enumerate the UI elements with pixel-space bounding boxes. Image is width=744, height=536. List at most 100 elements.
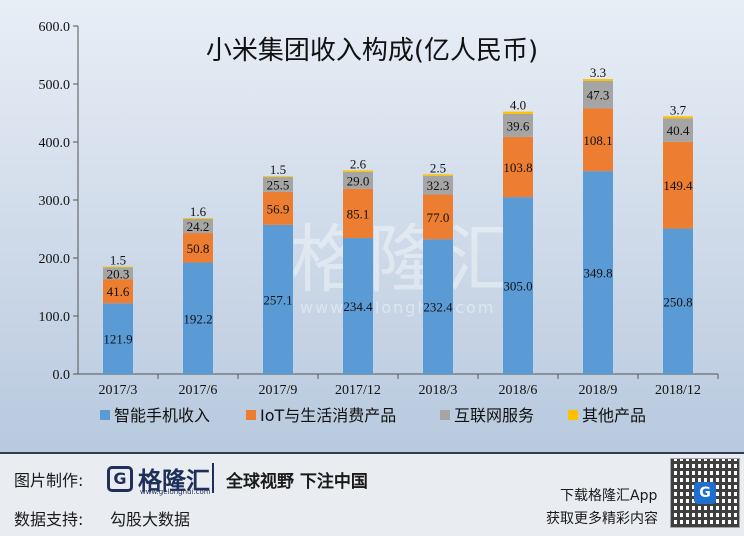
bar-segment [103,279,133,304]
bar-segment [583,171,613,374]
bar-segment [503,111,533,114]
bar-segment [343,170,373,172]
bar-segment [103,303,133,374]
bar-segment [503,136,533,198]
data-label: 121.9 [103,332,132,347]
footer-divider [212,463,214,493]
bar-segment [343,188,373,239]
bar-segment [343,238,373,374]
x-tick-label: 2017/3 [99,383,138,398]
more-content-text: 获取更多精彩内容 [546,511,658,527]
bar-segment [663,118,693,142]
made-by-label: 图片制作: [14,471,84,490]
data-label: 234.4 [343,299,373,314]
data-label: 41.6 [107,284,130,299]
bar-segment [583,80,613,109]
y-tick-label: 300.0 [39,194,71,209]
bar-segment [503,113,533,137]
x-tick-label: 2018/12 [655,383,701,398]
y-tick-label: 400.0 [39,136,71,151]
qr-code-icon[interactable] [670,458,740,528]
y-tick-label: 0.0 [53,368,71,383]
data-label: 349.8 [583,266,612,281]
bar-segment [183,233,213,263]
data-label: 4.0 [510,98,526,113]
legend-label: IoT与生活消费产品 [260,406,396,425]
bar-segment [343,171,373,189]
data-label: 1.5 [110,253,126,268]
data-label: 1.6 [190,204,207,219]
data-label: 305.0 [503,279,532,294]
qr-badge-icon: G [694,482,716,504]
data-label: 29.0 [347,173,370,188]
bar-segment [583,108,613,172]
bar-segment [583,79,613,81]
bar-segment [183,219,213,234]
bar-segment [103,266,133,268]
data-support-value: 勾股大数据 [110,510,191,529]
legend-swatch [440,410,450,420]
bar-segment [183,218,213,220]
data-label: 24.2 [187,219,210,234]
y-tick-label: 100.0 [39,310,71,325]
bar-segment [423,194,453,240]
chart-area: 格隆汇 www.gelonghui.com 小米集团收入构成(亿人民币) 0.0… [0,0,744,452]
x-tick-label: 2017/9 [259,383,298,398]
data-label: 32.3 [427,178,450,193]
bar-segment [263,191,293,225]
bar-segment [263,177,293,192]
x-tick-label: 2018/3 [419,383,458,398]
data-label: 3.7 [670,102,687,117]
x-tick-label: 2017/12 [335,383,381,398]
data-label: 108.1 [583,133,612,148]
chart-svg: 0.0 100.0 200.0 300.0 400.0 500.0 600.0 121.9 41… [39,20,719,425]
data-label: 56.9 [267,201,290,216]
data-label: 232.4 [423,300,453,315]
data-label: 257.1 [263,292,292,307]
x-tick-label: 2017/6 [179,383,218,398]
data-label: 2.5 [430,160,446,175]
data-label: 39.6 [507,118,530,133]
bar-segment [423,239,453,374]
data-label: 192.2 [183,311,212,326]
data-label: 47.3 [587,88,610,103]
chart-title: 小米集团收入构成(亿人民币) [205,36,539,66]
bar-segment [663,116,693,119]
legend-swatch [246,410,256,420]
y-tick-label: 600.0 [39,20,71,35]
download-app-text[interactable]: 下载格隆汇App [560,488,658,504]
bar-segment [183,262,213,374]
logo-name: 格隆汇 [138,467,210,495]
bar-segment [663,141,693,229]
bar-segment [103,267,133,280]
bar-segment [503,197,533,374]
x-tick-label: 2018/9 [579,383,618,398]
data-label: 3.3 [590,65,606,80]
legend-label: 互联网服务 [454,406,534,425]
data-label: 20.3 [107,266,130,281]
data-label: 149.4 [663,178,693,193]
data-label: 85.1 [347,206,370,221]
data-label: 40.4 [667,123,690,138]
y-tick-label: 200.0 [39,252,71,267]
bar-segment [263,176,293,178]
gelonghui-logo-icon: G [107,466,133,492]
legend-label: 智能手机收入 [114,406,210,425]
bar-segment [263,224,293,374]
bar-segment [663,228,693,374]
y-tick-label: 500.0 [39,78,71,93]
data-support-label: 数据支持: [14,510,84,529]
bar-segment [423,174,453,176]
data-label: 25.5 [267,177,290,192]
legend-label: 其他产品 [582,406,646,425]
data-label: 77.0 [427,210,450,225]
data-label: 50.8 [187,241,210,256]
data-label: 2.6 [350,156,367,171]
legend-swatch [100,410,110,420]
data-label: 250.8 [663,294,692,309]
slogan: 全球视野 下注中国 [226,472,368,492]
logo-url: www.gelonghui.com [140,488,211,496]
x-tick-label: 2018/6 [499,383,538,398]
data-label: 103.8 [503,160,532,175]
bar-segment [423,175,453,195]
